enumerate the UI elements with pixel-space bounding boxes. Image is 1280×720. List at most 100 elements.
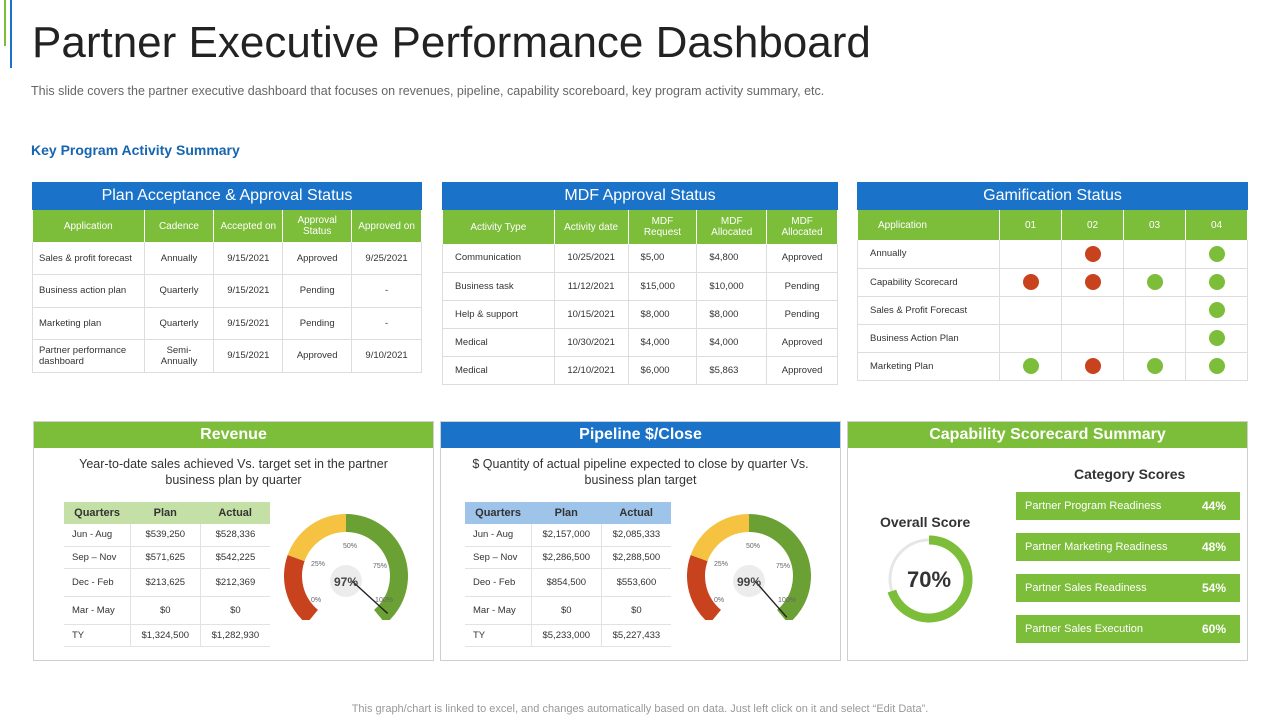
table-title: MDF Approval Status xyxy=(442,182,838,210)
green-status-dot xyxy=(1022,358,1039,374)
table-cell: 11/12/2021 xyxy=(553,272,629,301)
table-row: Sales & Profit Forecast xyxy=(857,296,1248,325)
table-cell: $5,00 xyxy=(627,244,698,273)
gauge-hub xyxy=(733,565,765,597)
table-cell: $212,369 xyxy=(200,568,270,597)
table-cell: Business task xyxy=(442,272,555,301)
gauge-tick-label: 100% xyxy=(375,597,393,604)
category-scores-label: Category Scores xyxy=(1074,466,1186,482)
green-status-dot xyxy=(1146,358,1163,374)
table-cell: $8,000 xyxy=(696,300,768,329)
table-cell: $0 xyxy=(531,596,602,625)
status-cell xyxy=(1061,352,1124,381)
status-cell xyxy=(1061,268,1124,297)
gauge-segment xyxy=(749,514,811,620)
status-cell xyxy=(999,324,1062,353)
green-status-dot xyxy=(1146,274,1163,290)
green-status-dot xyxy=(1208,358,1225,374)
table-cell: $2,288,500 xyxy=(601,546,671,569)
table-cell: 9/10/2021 xyxy=(351,339,422,373)
pipeline-panel: Pipeline $/Close $ Quantity of actual pi… xyxy=(440,421,841,661)
table-cell: Jun - Aug xyxy=(64,524,131,547)
table-cell: Approved xyxy=(282,339,353,373)
pipeline-gauge: 0% 25% 50% 75% 100% 99% xyxy=(687,514,811,620)
green-status-dot xyxy=(1208,330,1225,346)
panel-description: $ Quantity of actual pipeline expected t… xyxy=(472,457,809,487)
table-cell: Mar - May xyxy=(465,596,532,625)
table-cell: Medical xyxy=(442,356,555,385)
column-header: Accepted on xyxy=(213,210,284,242)
table-cell: TY xyxy=(465,624,532,647)
column-header: 02 xyxy=(1061,210,1124,240)
table-row: Jun - Aug $2,157,000 $2,085,333 xyxy=(465,524,671,547)
donut-value-arc xyxy=(887,535,973,623)
column-header: 04 xyxy=(1185,210,1248,240)
table-cell: $6,000 xyxy=(627,356,698,385)
table-cell: - xyxy=(351,274,422,308)
page-title: Partner Executive Performance Dashboard xyxy=(32,18,871,67)
gauge-hub xyxy=(330,565,362,597)
status-cell xyxy=(999,240,1062,269)
table-cell: $15,000 xyxy=(627,272,698,301)
table-cell: $4,000 xyxy=(696,328,768,357)
table-cell: Quarterly xyxy=(143,307,215,340)
column-header: MDF Allocated xyxy=(696,210,768,244)
status-cell xyxy=(1185,240,1248,269)
red-status-dot xyxy=(1022,274,1039,290)
table-cell: Dec - Feb xyxy=(64,568,131,597)
gamification-row-label: Capability Scorecard xyxy=(857,268,1000,297)
column-header: Activity date xyxy=(553,210,629,244)
capability-panel: Capability Scorecard Summary Overall Sco… xyxy=(847,421,1248,661)
table-cell: Annually xyxy=(143,242,215,275)
table-cell: Communication xyxy=(442,244,555,273)
table-cell: Sales & profit forecast xyxy=(32,242,145,275)
table-row: Business task 11/12/2021 $15,000 $10,000… xyxy=(442,272,838,301)
table-cell: $5,227,433 xyxy=(601,624,671,647)
pipeline-table: Quarters Plan Actual Jun - Aug $2,157,000… xyxy=(465,502,671,647)
panel-title: Pipeline $/Close xyxy=(441,422,840,448)
column-header: MDF Request xyxy=(627,210,698,244)
table-cell: $0 xyxy=(200,596,270,625)
table-cell: $10,000 xyxy=(696,272,768,301)
table-cell: Mar - May xyxy=(64,596,131,625)
gamification-row-label: Marketing Plan xyxy=(857,352,1000,381)
column-header: Actual xyxy=(200,502,270,524)
status-cell xyxy=(1123,268,1186,297)
overall-score-donut: 70% xyxy=(887,535,973,623)
table-cell: 12/10/2021 xyxy=(553,356,629,385)
status-cell xyxy=(1061,324,1124,353)
green-status-dot xyxy=(1208,274,1225,290)
panel-description: Year-to-date sales achieved Vs. target s… xyxy=(79,457,388,487)
table-row: Medical 12/10/2021 $6,000 $5,863 Approve… xyxy=(442,356,838,385)
table-cell: $8,000 xyxy=(627,300,698,329)
status-cell xyxy=(1185,296,1248,325)
table-cell: $5,863 xyxy=(696,356,768,385)
table-cell: Approved xyxy=(766,328,838,357)
gauge-segment xyxy=(687,554,721,620)
panel-title: Revenue xyxy=(34,422,433,448)
revenue-panel: Revenue Year-to-date sales achieved Vs. … xyxy=(33,421,434,661)
table-cell: Quarterly xyxy=(143,274,215,308)
category-value: 54% xyxy=(1201,581,1226,595)
status-cell xyxy=(1123,352,1186,381)
category-name: Partner Marketing Readiness xyxy=(1025,541,1168,553)
column-header: Actual xyxy=(601,502,671,524)
red-status-dot xyxy=(1084,274,1101,290)
gauge-tick-label: 25% xyxy=(311,561,325,568)
category-score-bar: Partner Marketing Readiness 48% xyxy=(1016,533,1240,561)
table-cell: $539,250 xyxy=(130,524,201,547)
table-row: Mar - May $0 $0 xyxy=(64,596,270,625)
table-cell: Deo - Feb xyxy=(465,568,532,597)
table-cell: Pending xyxy=(766,300,838,329)
accent-bar xyxy=(10,0,12,68)
category-value: 60% xyxy=(1201,622,1226,636)
gauge-tick-label: 0% xyxy=(311,597,321,604)
column-header: Approved on xyxy=(351,210,422,242)
gamification-row-label: Annually xyxy=(857,240,1000,269)
gauge-segment xyxy=(690,514,749,562)
gauge-tick-label: 75% xyxy=(373,563,387,570)
gauge-tick-label: 25% xyxy=(714,561,728,568)
column-header: 01 xyxy=(999,210,1062,240)
table-cell: Approved xyxy=(766,356,838,385)
table-cell: Marketing plan xyxy=(32,307,145,340)
